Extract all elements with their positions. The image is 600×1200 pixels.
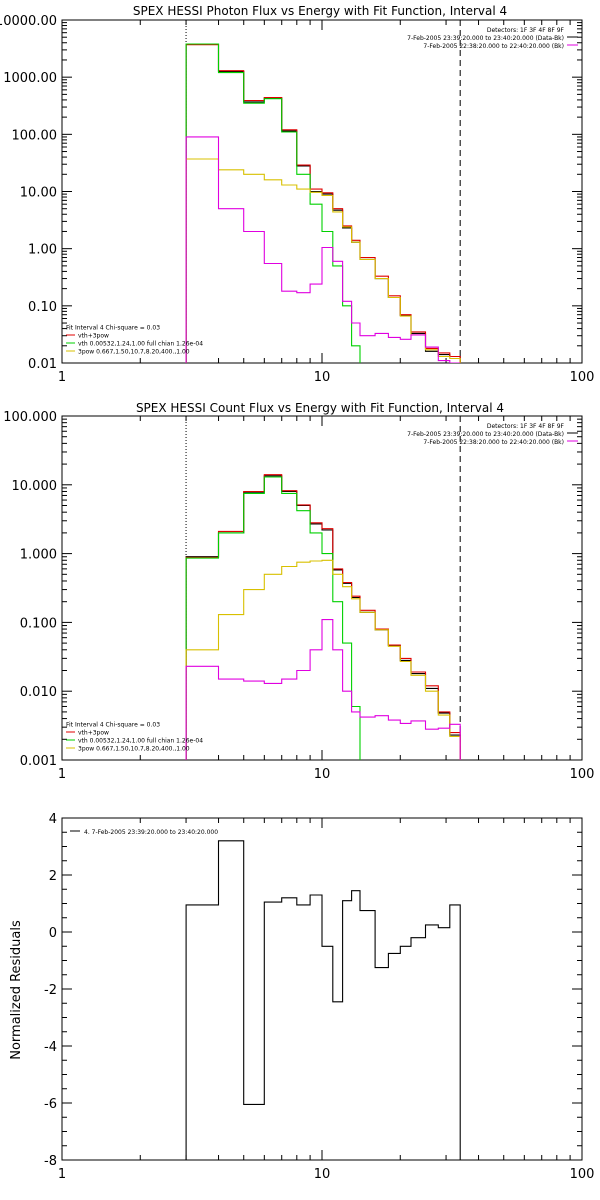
x-tick-label: 100	[570, 767, 595, 782]
legend-label: 7-Feb-2005 23:39:20.000 to 23:40:20.000 …	[407, 431, 564, 438]
residuals-axes: 1 10 100 4 2 0 -2 -4 -6 -8	[44, 812, 594, 1182]
y-tick-label: 100.00	[12, 128, 58, 143]
y-tick-label: 100.000	[3, 410, 57, 425]
fit-legend-label: Fit Interval 4 Chi-square = 0.03	[66, 722, 160, 729]
count-flux-axes: 1 10 100 100.000 10.000 1.000 0.100 0.010 0.001	[3, 410, 594, 782]
y-tick-label: -6	[44, 1097, 57, 1112]
fit-legend-label: vth+3pow	[78, 333, 109, 340]
residuals-ylabel: Normalized Residuals	[9, 920, 24, 1060]
count-flux-plot-area	[185, 416, 461, 760]
y-tick-label: 0.001	[20, 754, 57, 769]
y-tick-label: 0.01	[28, 357, 57, 372]
residuals-legends: 4. 7-Feb-2005 23:39:20.000 to 23:40:20.0…	[70, 829, 218, 836]
series-line-1	[185, 474, 461, 760]
legend-label: 4. 7-Feb-2005 23:39:20.000 to 23:40:20.0…	[84, 829, 218, 836]
count-flux-title: SPEX HESSI Count Flux vs Energy with Fit…	[136, 401, 504, 415]
legend-label: 7-Feb-2005 22:38:20.000 to 22:40:20.000 …	[423, 43, 564, 50]
series-line-4	[185, 619, 461, 760]
count-flux-panel: SPEX HESSI Count Flux vs Energy with Fit…	[3, 401, 594, 782]
x-tick-label: 10	[314, 1167, 331, 1182]
x-tick-label: 1	[58, 370, 66, 385]
series-group	[185, 474, 461, 760]
y-tick-label: 1.000	[20, 548, 57, 563]
fit-legend-label: vth 0.00532,1.24,1.00 full chian 1.26e-0…	[78, 738, 203, 745]
plot-frame	[61, 817, 583, 1161]
legend-label: 7-Feb-2005 23:39:20.000 to 23:40:20.000 …	[407, 35, 564, 42]
photon-flux-title: SPEX HESSI Photon Flux vs Energy with Fi…	[133, 4, 507, 18]
fit-legend-label: vth+3pow	[78, 730, 109, 737]
y-tick-label: 10.00	[20, 186, 57, 201]
plot-frame	[61, 415, 583, 761]
y-tick-label: -4	[44, 1040, 57, 1055]
y-tick-label: 0.010	[20, 685, 57, 700]
series-group	[185, 840, 461, 1160]
x-tick-label: 1	[58, 767, 66, 782]
residuals-plot-area	[185, 840, 461, 1160]
series-line-4	[185, 136, 461, 363]
y-tick-label: 10.000	[12, 479, 58, 494]
y-tick-label: -2	[44, 983, 57, 998]
y-tick-label: 0	[49, 926, 57, 941]
x-tick-label: 100	[570, 370, 595, 385]
fit-legend-label: Fit Interval 4 Chi-square = 0.03	[66, 325, 160, 332]
y-tick-label: 0.10	[28, 300, 57, 315]
legend-label: Detectors: 1F 3F 4F 8F 9F	[487, 27, 565, 34]
photon-flux-plot-area	[185, 20, 461, 363]
fit-legend-label: 3pow 0.667,1.50,10.7,8.20,400.,1.00	[78, 746, 190, 753]
series-line-0	[185, 840, 461, 1160]
series-line-0	[185, 43, 461, 363]
y-tick-label: 2	[49, 869, 57, 884]
y-tick-label: -8	[44, 1154, 57, 1169]
series-line-0	[185, 475, 461, 760]
x-tick-label: 1	[58, 1167, 66, 1182]
count-flux-legends: Detectors: 1F 3F 4F 8F 9F7-Feb-2005 23:3…	[66, 423, 578, 753]
photon-flux-legends: Detectors: 1F 3F 4F 8F 9F7-Feb-2005 23:3…	[66, 27, 578, 356]
x-tick-label: 100	[570, 1167, 595, 1182]
y-tick-label: 1.00	[28, 243, 57, 258]
fit-legend-label: 3pow 0.667,1.50,10.7,8.20,400.,1.00	[78, 349, 190, 356]
y-tick-label: 0.100	[20, 616, 57, 631]
legend-label: Detectors: 1F 3F 4F 8F 9F	[487, 423, 565, 430]
x-tick-label: 10	[314, 370, 331, 385]
series-line-1	[185, 44, 461, 363]
residuals-panel: Normalized Residuals 1 10 100 4 2 0 -2 -4 -6 -8 4…	[9, 812, 594, 1182]
legend-label: 7-Feb-2005 22:38:20.000 to 22:40:20.000 …	[423, 439, 564, 446]
photon-flux-panel: SPEX HESSI Photon Flux vs Energy with Fi…	[0, 4, 594, 385]
y-tick-label: 1000.00	[3, 71, 57, 86]
y-tick-label: 10000.00	[0, 14, 57, 29]
series-line-2	[185, 476, 461, 760]
series-group	[185, 43, 461, 363]
photon-flux-axes: 1 10 100 10000.00 1000.00 100.00 10.00 1.00 0.10…	[0, 14, 594, 385]
series-line-3	[185, 559, 461, 760]
fit-legend-label: vth 0.00532,1.24,1.00 full chian 1.26e-0…	[78, 341, 203, 348]
y-tick-label: 4	[49, 812, 57, 827]
x-tick-label: 10	[314, 767, 331, 782]
